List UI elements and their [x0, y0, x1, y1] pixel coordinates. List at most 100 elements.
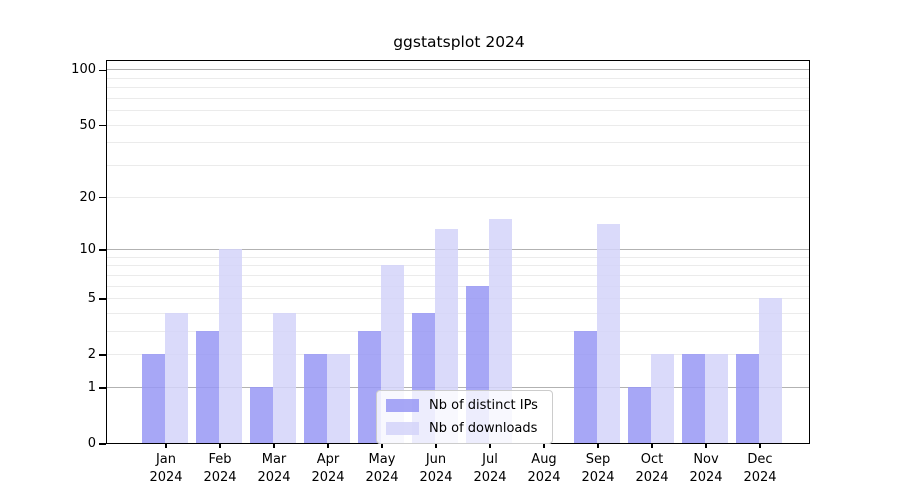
chart-title: ggstatsplot 2024 [393, 33, 525, 51]
bar-nb-of-downloads-jan [165, 312, 188, 443]
y-tick-50 [99, 124, 106, 127]
y-tick-label-5: 5 [87, 290, 96, 306]
minor-gridline-50 [107, 124, 809, 126]
x-tick-month-feb: Feb [208, 452, 232, 467]
x-tick-apr [327, 443, 329, 448]
y-tick-label-1: 1 [87, 379, 96, 395]
x-tick-aug [543, 443, 545, 448]
bars-layer [107, 61, 809, 443]
x-tick-month-jan: Jan [155, 452, 177, 467]
x-tick-feb [219, 443, 221, 448]
minor-gridline-6 [107, 285, 809, 287]
x-tick-label-feb: Feb 2024 [185, 451, 255, 487]
x-tick-year-feb: 2024 [203, 470, 237, 485]
minor-gridline-2 [107, 354, 809, 356]
x-tick-year-jan: 2024 [149, 470, 183, 485]
bar-nb-of-downloads-oct [651, 354, 674, 443]
minor-gridline-5 [107, 297, 809, 299]
major-gridline-100 [107, 69, 809, 71]
x-tick-year-apr: 2024 [311, 470, 345, 485]
y-tick-label-0: 0 [87, 436, 96, 451]
y-tick-label-100: 100 [71, 62, 96, 78]
y-tick-2 [99, 354, 106, 356]
plot-area: Nb of distinct IPs Nb of downloads [106, 60, 810, 444]
x-tick-label-jul: Jul 2024 [455, 451, 525, 487]
x-tick-jul [489, 443, 491, 448]
gridlines-layer [107, 61, 809, 443]
bar-nb-of-distinct-ips-jan [142, 354, 165, 443]
minor-gridline-4 [107, 312, 809, 314]
x-tick-dec [759, 443, 761, 448]
x-tick-year-dec: 2024 [743, 470, 777, 485]
legend-label-distinct-ips: Nb of distinct IPs [429, 398, 538, 413]
x-tick-month-nov: Nov [693, 452, 719, 467]
x-tick-month-jul: Jul [482, 452, 498, 467]
bar-nb-of-distinct-ips-oct [628, 386, 651, 443]
x-tick-month-mar: Mar [261, 452, 287, 467]
bar-nb-of-distinct-ips-sep [574, 330, 597, 443]
bar-nb-of-downloads-mar [273, 312, 296, 443]
y-tick-label-2: 2 [87, 347, 96, 363]
bar-nb-of-downloads-apr [327, 354, 350, 443]
major-gridline-10 [107, 248, 809, 250]
minor-gridline-90 [107, 77, 809, 79]
minor-gridline-9 [107, 256, 809, 258]
x-tick-month-aug: Aug [531, 452, 557, 467]
bar-nb-of-distinct-ips-may [358, 330, 381, 443]
x-tick-label-apr: Apr 2024 [293, 451, 363, 487]
x-tick-label-jun: Jun 2024 [401, 451, 471, 487]
bar-nb-of-downloads-nov [705, 354, 728, 443]
legend-swatch-downloads-icon [386, 422, 419, 435]
x-tick-label-dec: Dec 2024 [725, 451, 795, 487]
legend-item-downloads: Nb of downloads [386, 421, 538, 436]
x-tick-month-sep: Sep [585, 452, 611, 467]
x-tick-month-dec: Dec [747, 452, 773, 467]
x-tick-label-oct: Oct 2024 [617, 451, 687, 487]
legend-item-distinct-ips: Nb of distinct IPs [386, 398, 538, 413]
y-tick-label-10: 10 [79, 241, 96, 257]
y-tick-label-50: 50 [79, 117, 96, 133]
bar-nb-of-distinct-ips-mar [250, 386, 273, 443]
y-tick-100 [99, 69, 106, 72]
x-tick-month-oct: Oct [640, 452, 664, 467]
y-tick-label-20: 20 [79, 189, 96, 205]
x-tick-year-may: 2024 [365, 470, 399, 485]
bar-nb-of-distinct-ips-dec [736, 354, 759, 443]
bar-nb-of-downloads-sep [597, 223, 620, 443]
minor-gridline-7 [107, 274, 809, 276]
x-tick-label-sep: Sep 2024 [563, 451, 633, 487]
x-tick-label-nov: Nov 2024 [671, 451, 741, 487]
x-tick-year-nov: 2024 [689, 470, 723, 485]
bar-nb-of-distinct-ips-nov [682, 354, 705, 443]
x-tick-month-jun: Jun [425, 452, 447, 467]
minor-gridline-20 [107, 196, 809, 198]
x-tick-year-sep: 2024 [581, 470, 615, 485]
y-tick-0 [99, 443, 106, 445]
minor-gridline-30 [107, 165, 809, 166]
x-tick-month-may: May [368, 452, 396, 467]
x-tick-year-jun: 2024 [419, 470, 453, 485]
x-tick-may [381, 443, 383, 448]
minor-gridline-3 [107, 330, 809, 332]
bar-nb-of-distinct-ips-feb [196, 330, 219, 443]
x-tick-label-jan: Jan 2024 [131, 451, 201, 487]
minor-gridline-70 [107, 97, 809, 99]
legend: Nb of distinct IPs Nb of downloads [376, 390, 553, 444]
x-tick-sep [597, 443, 599, 448]
x-tick-year-jul: 2024 [473, 470, 507, 485]
x-tick-mar [273, 443, 275, 448]
bar-nb-of-downloads-jul [489, 218, 512, 443]
x-tick-oct [651, 443, 653, 448]
legend-swatch-distinct-ips-icon [386, 399, 419, 412]
y-tick-10 [99, 249, 106, 251]
major-gridline-1 [107, 386, 809, 388]
bar-nb-of-downloads-feb [219, 248, 242, 443]
x-tick-label-aug: Aug 2024 [509, 451, 579, 487]
x-tick-jun [435, 443, 437, 448]
bar-nb-of-downloads-jun [435, 229, 458, 443]
x-tick-label-may: May 2024 [347, 451, 417, 487]
x-tick-label-mar: Mar 2024 [239, 451, 309, 487]
minor-gridline-60 [107, 110, 809, 112]
x-tick-year-aug: 2024 [527, 470, 561, 485]
